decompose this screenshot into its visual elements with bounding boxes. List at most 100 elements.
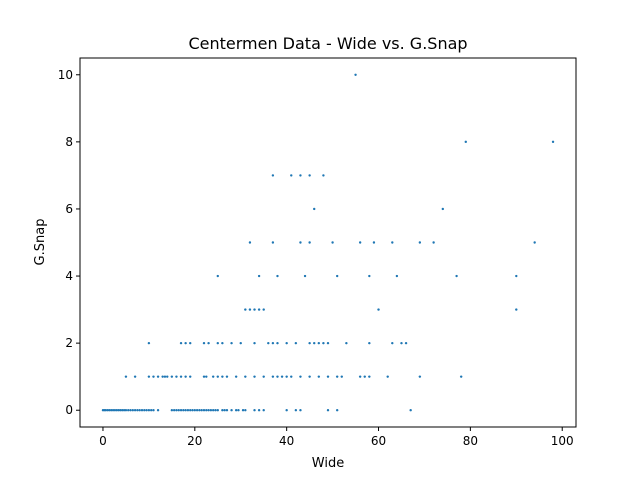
- data-point: [257, 409, 261, 412]
- data-point: [368, 341, 371, 345]
- y-tick-label: 2: [65, 336, 73, 350]
- data-point: [354, 73, 357, 76]
- data-point: [317, 375, 321, 378]
- data-point: [234, 409, 238, 412]
- data-point: [216, 375, 219, 378]
- data-point: [136, 409, 139, 412]
- data-point: [230, 341, 233, 345]
- data-point: [308, 174, 311, 177]
- data-point: [205, 375, 208, 378]
- data-point: [335, 409, 339, 412]
- data-point: [147, 375, 151, 378]
- data-point: [533, 241, 536, 244]
- data-point: [198, 409, 201, 412]
- data-point: [184, 409, 187, 412]
- plot-frame: [79, 57, 577, 428]
- data-point: [202, 375, 206, 378]
- x-tick-label: 40: [279, 434, 294, 448]
- data-point: [179, 341, 183, 345]
- data-point: [221, 341, 224, 345]
- data-point: [363, 375, 366, 378]
- data-point: [335, 274, 339, 278]
- data-point: [455, 274, 458, 278]
- data-point: [152, 375, 155, 378]
- data-point: [294, 409, 298, 412]
- data-point: [115, 409, 118, 412]
- data-point: [313, 341, 316, 345]
- x-axis: 0 20 40 60 80 100: [99, 427, 574, 448]
- data-point: [345, 341, 348, 345]
- data-point: [358, 375, 362, 378]
- data-point: [418, 375, 422, 378]
- data-point: [294, 341, 298, 345]
- data-point: [156, 375, 160, 378]
- data-point: [241, 409, 245, 412]
- data-point: [175, 409, 178, 412]
- data-point: [253, 409, 256, 412]
- data-point: [161, 375, 164, 378]
- data-point: [244, 308, 247, 311]
- data-point: [308, 341, 311, 345]
- data-point: [391, 341, 394, 345]
- data-point: [276, 341, 279, 345]
- data-point: [276, 375, 279, 378]
- data-point: [124, 409, 128, 412]
- data-point: [147, 341, 151, 345]
- data-point: [299, 409, 302, 412]
- data-point: [262, 308, 265, 311]
- data-point: [271, 375, 275, 378]
- data-point: [177, 409, 180, 412]
- data-point: [317, 341, 321, 345]
- data-point: [189, 341, 192, 345]
- data-point: [358, 241, 362, 244]
- data-point: [108, 409, 111, 412]
- data-point: [368, 274, 371, 278]
- data-point: [156, 409, 160, 412]
- data-point: [145, 409, 148, 412]
- data-point: [239, 341, 242, 345]
- data-point: [262, 409, 265, 412]
- data-point: [313, 207, 316, 211]
- data-point: [271, 341, 275, 345]
- data-point: [172, 409, 176, 412]
- data-point: [400, 341, 403, 345]
- y-tick-label: 4: [65, 269, 73, 283]
- data-point: [175, 375, 178, 378]
- y-axis-label: G.Snap: [33, 219, 48, 266]
- data-point: [207, 409, 210, 412]
- data-point: [335, 375, 339, 378]
- data-point: [326, 341, 330, 345]
- data-point: [299, 174, 302, 177]
- data-point: [276, 274, 279, 278]
- data-point: [140, 409, 144, 412]
- data-point: [299, 375, 302, 378]
- data-point: [299, 241, 302, 244]
- data-point: [262, 375, 265, 378]
- x-tick-label: 100: [551, 434, 574, 448]
- data-point: [179, 375, 183, 378]
- data-point: [129, 409, 132, 412]
- data-point: [244, 409, 247, 412]
- data-point: [200, 409, 203, 412]
- data-point: [170, 409, 174, 412]
- data-point: [122, 409, 126, 412]
- data-point: [119, 409, 122, 412]
- data-point: [285, 409, 288, 412]
- data-point: [216, 409, 219, 412]
- data-point: [143, 409, 146, 412]
- data-point: [179, 409, 183, 412]
- data-point: [257, 308, 261, 311]
- data-point: [127, 409, 130, 412]
- data-point: [404, 341, 408, 345]
- data-point: [515, 274, 518, 278]
- data-point: [267, 341, 270, 345]
- data-point: [163, 375, 167, 378]
- data-point: [186, 409, 190, 412]
- data-point: [280, 375, 284, 378]
- data-point: [202, 409, 206, 412]
- data-point: [211, 409, 215, 412]
- data-point: [290, 375, 293, 378]
- data-point: [184, 341, 187, 345]
- data-point: [133, 409, 137, 412]
- data-point: [368, 375, 371, 378]
